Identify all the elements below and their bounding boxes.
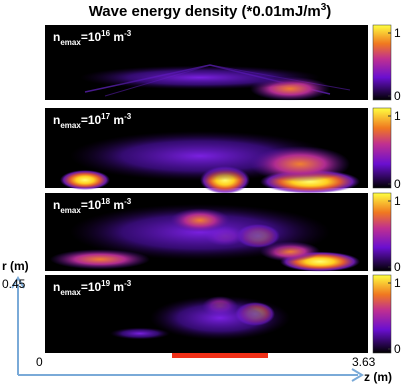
label-part: =10	[81, 198, 102, 212]
panel-label: nemax=1019 m-3	[53, 279, 132, 297]
colorbar-tick-label: 1	[394, 194, 401, 208]
z-arrow	[351, 368, 364, 382]
label-part: emax	[60, 121, 81, 130]
label-part: -3	[124, 279, 132, 288]
title-end: )	[326, 3, 331, 20]
panel-label: nemax=1017 m-3	[53, 112, 132, 130]
label-part: emax	[60, 288, 81, 297]
field-blob	[170, 208, 230, 233]
colorbar-tick-label: 0	[394, 89, 401, 103]
field-blob	[80, 65, 320, 90]
panel: nemax=1017 m-3 0 1	[45, 107, 401, 194]
field-blob	[250, 146, 350, 182]
field-blob	[150, 295, 290, 340]
antenna-bar	[172, 352, 268, 358]
label-part: m	[110, 198, 124, 212]
label-part: 19	[101, 279, 110, 288]
label-part: =10	[81, 280, 102, 294]
r-label: r (m)	[2, 259, 29, 273]
label-part: -3	[124, 29, 132, 38]
colorbar-tick-label: 1	[394, 26, 401, 40]
title-text: Wave energy density (*0.01mJ/m	[89, 3, 321, 20]
field-blob	[50, 249, 150, 270]
z-max: 3.63	[352, 355, 376, 369]
label-part: emax	[60, 206, 81, 215]
colorbar-tick-label: 0	[394, 177, 401, 191]
colorbar-tick-label: 0	[394, 260, 401, 274]
z-label: z (m)	[364, 370, 392, 384]
label-part: =10	[81, 30, 102, 44]
z-min: 0	[36, 355, 43, 369]
panel: nemax=1019 m-3 0 1	[45, 274, 401, 356]
panel: nemax=1018 m-3 0 1	[45, 192, 401, 274]
label-part: n	[53, 280, 60, 294]
figure-title: Wave energy density (*0.01mJ/m3)	[89, 2, 332, 20]
label-part: -3	[124, 197, 132, 206]
label-part: emax	[60, 38, 81, 47]
label-part: m	[110, 113, 124, 127]
field-blob	[60, 170, 110, 190]
label-part: 17	[101, 112, 110, 121]
colorbar	[372, 274, 392, 354]
colorbar	[372, 24, 392, 101]
colorbar-tick-label: 1	[394, 109, 401, 123]
label-part: 18	[101, 197, 110, 206]
title-exp: 3	[321, 2, 327, 13]
label-part: n	[53, 30, 60, 44]
panel-label: nemax=1016 m-3	[53, 29, 132, 47]
label-part: m	[110, 30, 124, 44]
colorbar-tick-label: 0	[394, 342, 401, 356]
r-arrow	[11, 276, 25, 289]
colorbar	[372, 107, 392, 189]
label-part: m	[110, 280, 124, 294]
panel-label: nemax=1018 m-3	[53, 197, 132, 215]
colorbar-tick-label: 1	[394, 276, 401, 290]
r-max: 0.45	[2, 277, 26, 291]
colorbar	[372, 192, 392, 272]
label-part: n	[53, 113, 60, 127]
label-part: -3	[124, 112, 132, 121]
label-part: 16	[101, 29, 110, 38]
label-part: n	[53, 198, 60, 212]
panel: nemax=1016 m-3 0 1	[45, 24, 401, 103]
field-blob	[110, 327, 170, 340]
label-part: =10	[81, 113, 102, 127]
